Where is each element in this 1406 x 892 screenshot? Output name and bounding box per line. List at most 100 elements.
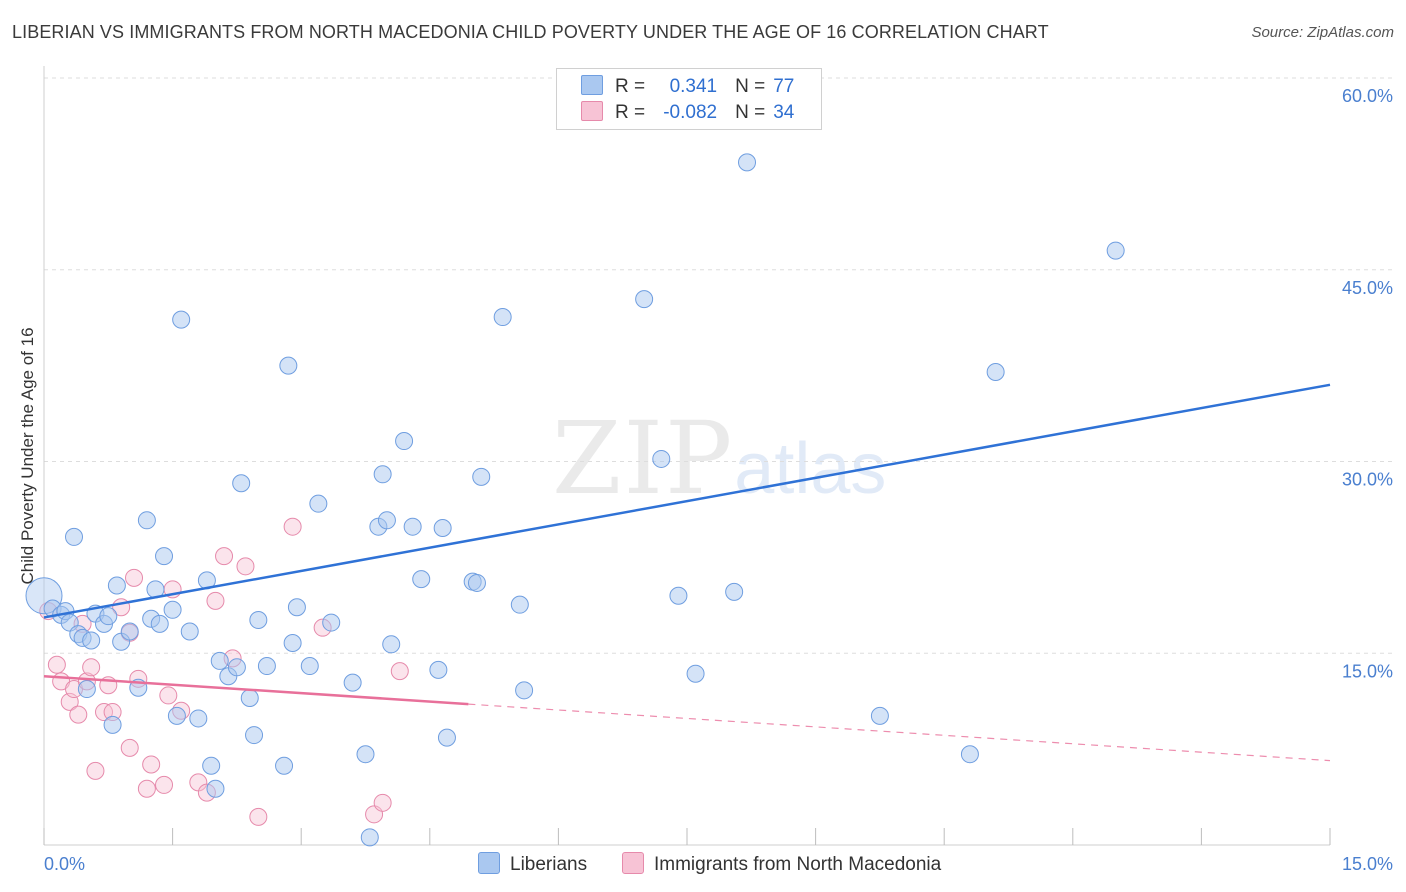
legend-row-north-macedonia: R = -0.082 N = 34 xyxy=(581,101,794,127)
data-point-liberians xyxy=(82,631,101,650)
data-point-liberians xyxy=(120,622,139,641)
y-tick-label: 15.0% xyxy=(1342,661,1393,681)
data-point-liberians xyxy=(137,511,156,530)
data-point-liberians xyxy=(403,517,422,536)
legend-r-value-liberians: 0.341 xyxy=(669,76,718,97)
data-point-liberians xyxy=(232,474,251,493)
data-point-liberians xyxy=(206,779,225,798)
data-point-liberians xyxy=(249,611,268,630)
bottom-legend-label-liberians: Liberians xyxy=(510,854,588,875)
data-point-liberians xyxy=(287,598,306,617)
data-point-liberians xyxy=(725,582,744,601)
data-point-liberians xyxy=(210,651,229,670)
data-point-liberians xyxy=(738,153,757,172)
data-point-liberians xyxy=(429,660,448,679)
data-point-liberians xyxy=(870,706,889,725)
y-axis-label: Child Poverty Under the Age of 16 xyxy=(18,327,37,584)
data-point-liberians xyxy=(493,308,512,327)
chart-title: LIBERIAN VS IMMIGRANTS FROM NORTH MACEDO… xyxy=(12,22,1049,42)
data-point-north-macedonia xyxy=(125,568,144,587)
data-point-liberians xyxy=(437,728,456,747)
data-point-liberians xyxy=(412,570,431,589)
data-point-north-macedonia xyxy=(249,807,268,826)
bottom-legend-label-north-macedonia: Immigrants from North Macedonia xyxy=(654,854,942,875)
bottom-legend-swatch-liberians xyxy=(478,852,500,874)
data-point-liberians xyxy=(322,613,341,632)
legend-n-label: N = xyxy=(735,76,766,97)
data-point-liberians xyxy=(669,586,688,605)
legend-n-value-north-macedonia: 34 xyxy=(773,102,795,123)
legend-n-label: N = xyxy=(735,102,766,123)
data-point-liberians xyxy=(356,745,375,764)
data-point-liberians xyxy=(257,657,276,676)
data-point-liberians xyxy=(189,709,208,728)
data-point-liberians xyxy=(202,756,221,775)
data-point-liberians xyxy=(382,635,401,654)
data-point-liberians xyxy=(360,828,379,847)
data-point-north-macedonia xyxy=(69,705,88,724)
data-point-liberians xyxy=(377,511,396,530)
data-point-liberians xyxy=(433,518,452,537)
data-point-liberians xyxy=(309,494,328,513)
data-point-liberians xyxy=(472,467,491,486)
data-point-liberians xyxy=(240,688,259,707)
bottom-legend-swatch-north-macedonia xyxy=(622,852,644,874)
trend-line-liberians xyxy=(43,383,1331,619)
legend-r-label: R = xyxy=(615,102,646,123)
data-point-north-macedonia xyxy=(86,761,105,780)
data-point-liberians xyxy=(467,573,486,592)
bottom-legend-north-macedonia[interactable]: Immigrants from North Macedonia xyxy=(622,852,941,876)
trend-lines xyxy=(43,383,1331,762)
data-point-liberians xyxy=(227,658,246,677)
data-point-north-macedonia xyxy=(206,591,225,610)
legend-n-value-liberians: 77 xyxy=(773,76,795,97)
data-point-liberians xyxy=(1106,241,1125,260)
x-tick-label-max: 15.0% xyxy=(1342,854,1393,874)
data-point-north-macedonia xyxy=(373,793,392,812)
data-point-liberians xyxy=(77,680,96,699)
y-tick-label: 30.0% xyxy=(1342,470,1393,490)
data-point-liberians xyxy=(373,465,392,484)
source-label: Source: ZipAtlas.com xyxy=(1251,24,1394,41)
data-point-liberians xyxy=(163,600,182,619)
data-point-north-macedonia xyxy=(236,557,255,576)
data-point-liberians xyxy=(652,449,671,468)
legend-row-liberians: R = 0.341 N = 77 xyxy=(581,75,794,101)
data-point-north-macedonia xyxy=(120,738,139,757)
data-point-liberians xyxy=(986,363,1005,382)
data-point-north-macedonia xyxy=(137,779,156,798)
legend-swatch-liberians xyxy=(581,75,603,95)
data-point-liberians xyxy=(155,547,174,566)
data-point-liberians xyxy=(510,595,529,614)
data-point-liberians xyxy=(686,664,705,683)
data-point-liberians xyxy=(65,527,84,546)
data-point-liberians xyxy=(279,356,298,375)
legend-swatch-north-macedonia xyxy=(581,101,603,121)
data-point-north-macedonia xyxy=(142,755,161,774)
data-point-north-macedonia xyxy=(283,517,302,536)
data-point-liberians xyxy=(107,576,126,595)
data-point-liberians xyxy=(150,614,169,633)
data-point-liberians xyxy=(960,745,979,764)
data-point-liberians xyxy=(275,756,294,775)
legend-r-label: R = xyxy=(615,76,646,97)
data-point-liberians xyxy=(515,681,534,700)
tick-labels: 15.0% 30.0% 45.0% 60.0% 0.0% 15.0% xyxy=(44,86,1393,874)
data-point-liberians xyxy=(343,673,362,692)
legend-r-value-north-macedonia: -0.082 xyxy=(663,102,718,123)
data-point-liberians xyxy=(103,715,122,734)
bottom-legend-liberians[interactable]: Liberians xyxy=(478,852,587,876)
data-point-north-macedonia xyxy=(82,658,101,677)
y-tick-label: 60.0% xyxy=(1342,86,1393,106)
data-point-liberians xyxy=(283,634,302,653)
data-point-liberians xyxy=(167,706,186,725)
y-tick-label: 45.0% xyxy=(1342,278,1393,298)
data-point-liberians xyxy=(395,432,414,451)
data-point-liberians xyxy=(99,607,118,626)
data-point-liberians xyxy=(300,657,319,676)
axes xyxy=(43,66,1331,846)
trend-line-north-macedonia-extrapolated xyxy=(468,703,1331,762)
data-point-north-macedonia xyxy=(47,655,66,674)
data-point-liberians xyxy=(635,290,654,309)
